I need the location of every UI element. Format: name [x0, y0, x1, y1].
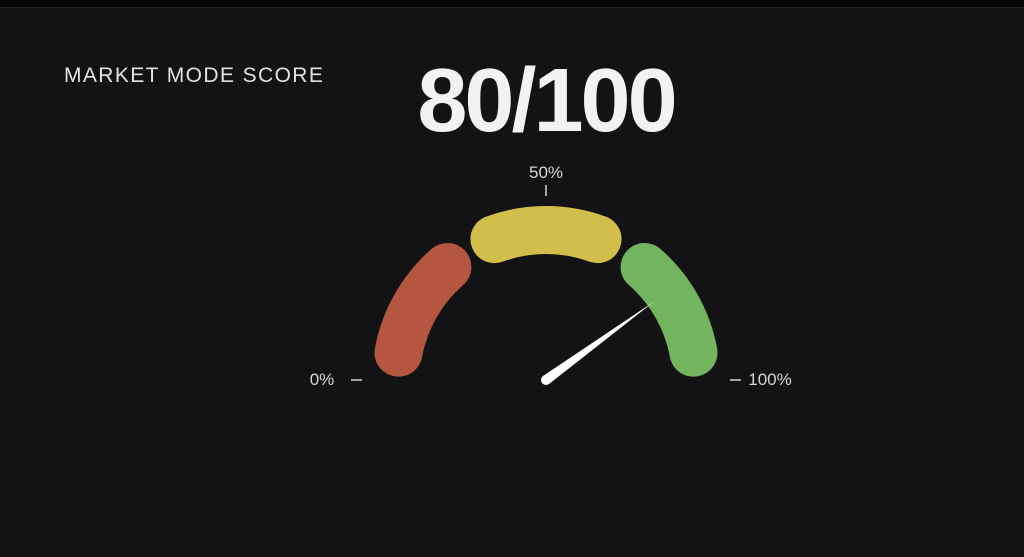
gauge-tick-label-100: 100%: [748, 370, 792, 389]
gauge-segment-high: [620, 242, 718, 377]
gauge-arc-segments: [374, 206, 718, 377]
gauge-needle-hub: [541, 375, 551, 385]
gauge-tick-label-0: 0%: [309, 370, 335, 389]
gauge-score-value: 80/100: [417, 51, 677, 151]
gauge-segment-low: [374, 242, 472, 377]
gauge-tick-marks: [351, 185, 741, 381]
gauge-tick-label-50: 50%: [528, 163, 564, 182]
window-top-strip: [0, 0, 1024, 8]
gauge-needle: [541, 301, 655, 385]
gauge-title: MARKET MODE SCORE: [64, 64, 325, 87]
gauge-needle-pointer: [543, 301, 655, 385]
gauge-segment-mid: [470, 206, 622, 264]
